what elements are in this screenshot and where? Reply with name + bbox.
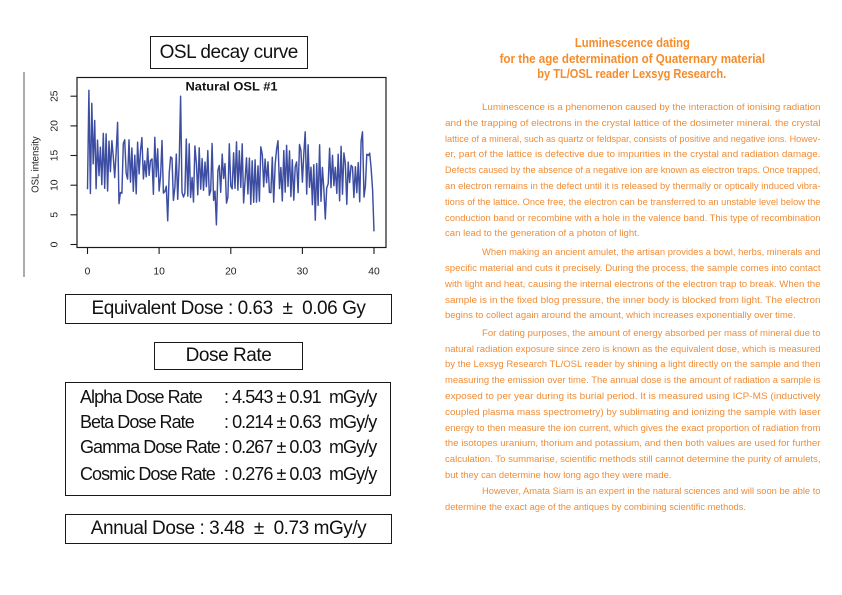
svg-text:10: 10	[153, 267, 165, 278]
svg-text:25: 25	[50, 90, 61, 102]
svg-text:30: 30	[297, 267, 309, 278]
svg-text:20: 20	[50, 120, 61, 132]
svg-text:OSL intensity: OSL intensity	[31, 136, 42, 193]
svg-text:0: 0	[85, 267, 91, 278]
svg-text:Natural OSL #1: Natural OSL #1	[186, 80, 278, 94]
svg-text:15: 15	[50, 150, 61, 162]
svg-text:20: 20	[225, 267, 237, 278]
svg-text:10: 10	[50, 179, 61, 191]
svg-text:5: 5	[50, 212, 61, 218]
svg-text:0: 0	[50, 241, 61, 247]
svg-text:40: 40	[368, 267, 380, 278]
